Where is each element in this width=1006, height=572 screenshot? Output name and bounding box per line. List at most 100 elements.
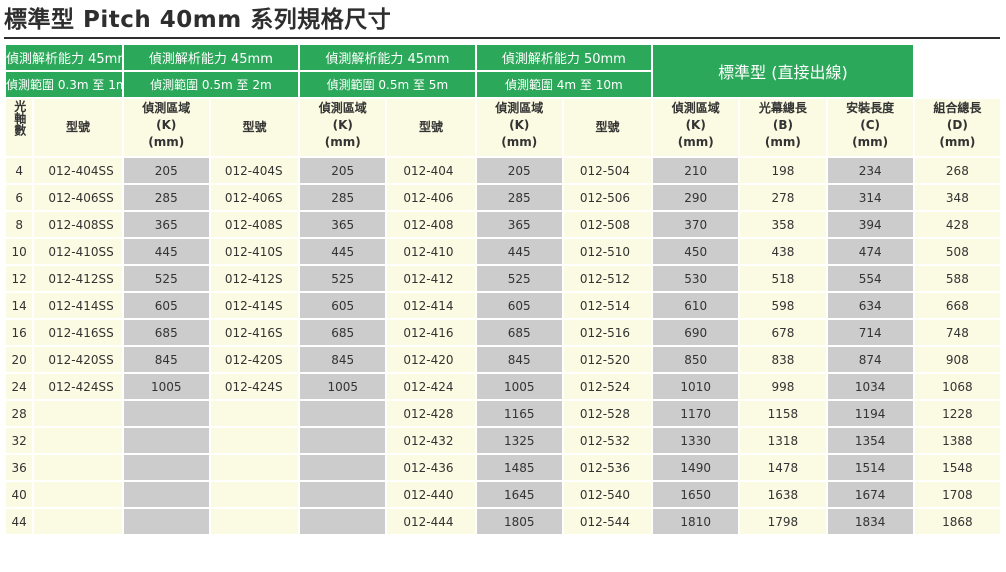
area-cell (300, 482, 386, 507)
area-cell: 445 (476, 239, 562, 264)
area-cell: 1645 (476, 482, 562, 507)
area-cell: 690 (653, 320, 739, 345)
area-cell: 290 (653, 185, 739, 210)
model-cell: 012-408SS (34, 212, 122, 237)
install-length-cell: 1034 (827, 374, 913, 399)
area-cell: 610 (653, 293, 739, 318)
model-cell: 012-404 (387, 158, 475, 183)
axis-count-cell: 14 (6, 293, 33, 318)
total-length-cell: 1868 (914, 509, 1000, 534)
area-cell: 205 (123, 158, 209, 183)
table-row: 12 012-412SS 525 012-412S 525 012-412 525 012-5… (6, 266, 1000, 291)
model-cell: 012-424 (387, 374, 475, 399)
total-length-cell: 908 (914, 347, 1000, 372)
model-cell: 012-544 (563, 509, 652, 534)
curtain-length-cell: 358 (740, 212, 826, 237)
area-cell: 1325 (476, 428, 562, 453)
axis-count-cell: 16 (6, 320, 33, 345)
total-length-cell: 748 (914, 320, 1000, 345)
total-length-cell: 1708 (914, 482, 1000, 507)
install-length-cell: 1354 (827, 428, 913, 453)
table-row: 24 012-424SS 1005 012-424S 1005 012-424 1005 01… (6, 374, 1000, 399)
model-cell: 012-404SS (34, 158, 122, 183)
table-row: 4 012-404SS 205 012-404S 205 012-404 205 012-50… (6, 158, 1000, 183)
area-cell: 205 (476, 158, 562, 183)
area-cell: 1330 (653, 428, 739, 453)
model-cell: 012-436 (387, 455, 475, 480)
standard-type-header: 標準型 (直接出線) (653, 45, 913, 97)
area-cell: 285 (123, 185, 209, 210)
table-row: 10 012-410SS 445 012-410S 445 012-410 445 012-5… (6, 239, 1000, 264)
model-cell: 012-412S (210, 266, 299, 291)
area-cell: 445 (300, 239, 386, 264)
model-cell: 012-420SS (34, 347, 122, 372)
axis-count-cell: 44 (6, 509, 33, 534)
model-cell: 012-516 (563, 320, 652, 345)
model-cell: 012-414SS (34, 293, 122, 318)
table-row: 44 012-444 1805 012-544 1810 1798 1834 1868 (6, 509, 1000, 534)
axis-count-cell: 36 (6, 455, 33, 480)
table-row: 28 012-428 1165 012-528 1170 1158 1194 1228 (6, 401, 1000, 426)
area-cell (123, 455, 209, 480)
area-cell: 285 (476, 185, 562, 210)
total-length-cell: 588 (914, 266, 1000, 291)
install-length-header: 安裝長度 (C) (mm) (827, 99, 913, 156)
total-length-cell: 508 (914, 239, 1000, 264)
model-cell: 012-520 (563, 347, 652, 372)
resolution-header-3: 偵測解析能力 45mm (300, 45, 475, 70)
model-cell: 012-408S (210, 212, 299, 237)
area-cell: 1490 (653, 455, 739, 480)
install-length-cell: 1674 (827, 482, 913, 507)
axis-count-cell: 12 (6, 266, 33, 291)
curtain-length-cell: 998 (740, 374, 826, 399)
area-cell (123, 509, 209, 534)
area-cell: 365 (123, 212, 209, 237)
model-cell: 012-420 (387, 347, 475, 372)
resolution-header-2: 偵測解析能力 45mm (123, 45, 299, 70)
install-length-cell: 634 (827, 293, 913, 318)
spec-table: 偵測解析能力 45mm 偵測解析能力 45mm 偵測解析能力 45mm 偵測解析… (4, 43, 1002, 536)
table-row: 16 012-416SS 685 012-416S 685 012-416 685 012-5… (6, 320, 1000, 345)
range-header-1: 偵測範圍 0.3m 至 1m (6, 72, 122, 97)
curtain-length-cell: 438 (740, 239, 826, 264)
curtain-length-cell: 678 (740, 320, 826, 345)
axis-count-cell: 28 (6, 401, 33, 426)
range-header-2: 偵測範圍 0.5m 至 2m (123, 72, 299, 97)
axis-count-cell: 24 (6, 374, 33, 399)
model-cell: 012-532 (563, 428, 652, 453)
model-cell: 012-444 (387, 509, 475, 534)
model-cell: 012-514 (563, 293, 652, 318)
area-cell (123, 401, 209, 426)
curtain-length-cell: 598 (740, 293, 826, 318)
table-row: 14 012-414SS 605 012-414S 605 012-414 605 012-5… (6, 293, 1000, 318)
model-cell: 012-410S (210, 239, 299, 264)
model-cell: 012-428 (387, 401, 475, 426)
model-cell (210, 509, 299, 534)
axis-count-cell: 20 (6, 347, 33, 372)
model-cell: 012-424SS (34, 374, 122, 399)
model-cell: 012-408 (387, 212, 475, 237)
area-cell: 1165 (476, 401, 562, 426)
model-cell (34, 428, 122, 453)
model-cell: 012-406S (210, 185, 299, 210)
total-length-cell: 668 (914, 293, 1000, 318)
install-length-cell: 554 (827, 266, 913, 291)
table-row: 40 012-440 1645 012-540 1650 1638 1674 1708 (6, 482, 1000, 507)
model-cell: 012-432 (387, 428, 475, 453)
area-cell: 1010 (653, 374, 739, 399)
model-cell (34, 401, 122, 426)
curtain-length-cell: 1158 (740, 401, 826, 426)
install-length-cell: 874 (827, 347, 913, 372)
area-cell: 1005 (123, 374, 209, 399)
curtain-length-cell: 518 (740, 266, 826, 291)
area-cell: 445 (123, 239, 209, 264)
area-cell: 845 (123, 347, 209, 372)
install-length-cell: 474 (827, 239, 913, 264)
range-header-4: 偵測範圍 4m 至 10m (476, 72, 652, 97)
model-cell: 012-416SS (34, 320, 122, 345)
model-cell: 012-416S (210, 320, 299, 345)
total-length-cell: 268 (914, 158, 1000, 183)
model-cell: 012-410SS (34, 239, 122, 264)
curtain-length-header: 光幕總長 (B) (mm) (740, 99, 826, 156)
area-cell: 685 (300, 320, 386, 345)
